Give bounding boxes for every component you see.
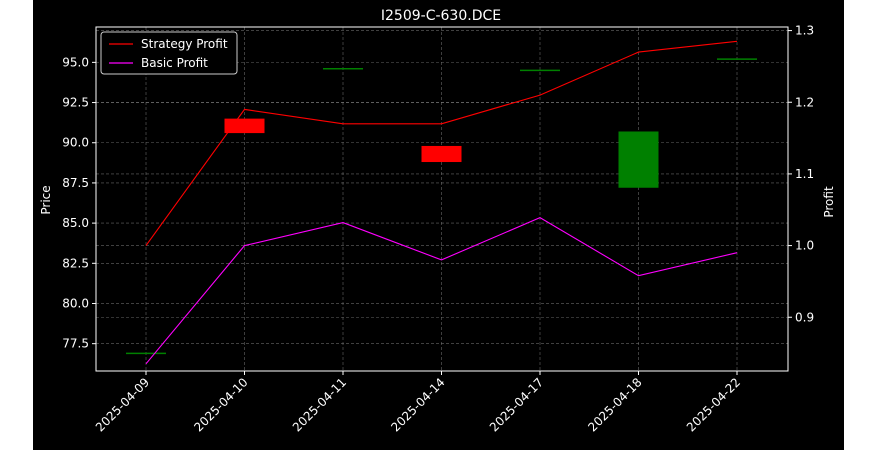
x-tick-label: 2025-04-09 [93,375,152,434]
y-axis-label-right: Profit [822,186,836,218]
left-tick-label: 90.0 [62,136,89,150]
grid-lines [96,27,788,371]
x-tick-label: 2025-04-11 [290,375,349,434]
left-tick-label: 87.5 [62,176,89,190]
legend-label-basic: Basic Profit [141,56,208,70]
chart-title: I2509-C-630.DCE [381,8,501,24]
legend: Strategy Profit Basic Profit [100,31,238,75]
series-line-strategy-profit [145,40,738,246]
right-tick-label: 1.3 [795,24,814,38]
left-tick-label: 80.0 [62,296,89,310]
left-tick-label: 82.5 [62,256,89,270]
legend-label-strategy: Strategy Profit [141,37,228,51]
series-line-basic-profit [145,216,738,365]
left-tick-label: 77.5 [62,337,89,351]
chart-figure: I2509-C-630.DCE 77.5 80.0 82.5 85.0 87.5 90.0… [33,0,844,450]
legend-box [100,31,238,75]
left-tick-label: 85.0 [62,216,89,230]
plot-frame [95,26,789,372]
profit-lines [145,40,738,365]
right-tick-label: 1.1 [795,167,814,181]
right-tick-label: 0.9 [795,310,814,324]
x-tick-label: 2025-04-17 [487,375,546,434]
x-axis: 2025-04-09 2025-04-10 2025-04-11 2025-04-14… [93,371,743,434]
x-tick-label: 2025-04-10 [191,375,250,434]
candle-2025-04-18 [618,131,659,188]
chart-svg: I2509-C-630.DCE 77.5 80.0 82.5 85.0 87.5 90.0… [39,8,836,434]
candle-2025-04-10 [224,118,265,134]
candle-2025-04-14 [421,145,462,163]
right-tick-label: 1.0 [795,239,814,253]
right-tick-label: 1.2 [795,95,814,109]
x-tick-label: 2025-04-18 [585,375,644,434]
left-tick-label: 92.5 [62,96,89,110]
left-tick-label: 95.0 [62,55,89,69]
x-tick-label: 2025-04-22 [684,375,743,434]
right-y-axis: 0.9 1.0 1.1 1.2 1.3 [788,24,814,324]
y-axis-label-left: Price [39,185,53,214]
left-y-axis: 77.5 80.0 82.5 85.0 87.5 90.0 92.5 95.0 [62,55,96,351]
candles [126,58,757,355]
x-tick-label: 2025-04-14 [388,375,447,434]
